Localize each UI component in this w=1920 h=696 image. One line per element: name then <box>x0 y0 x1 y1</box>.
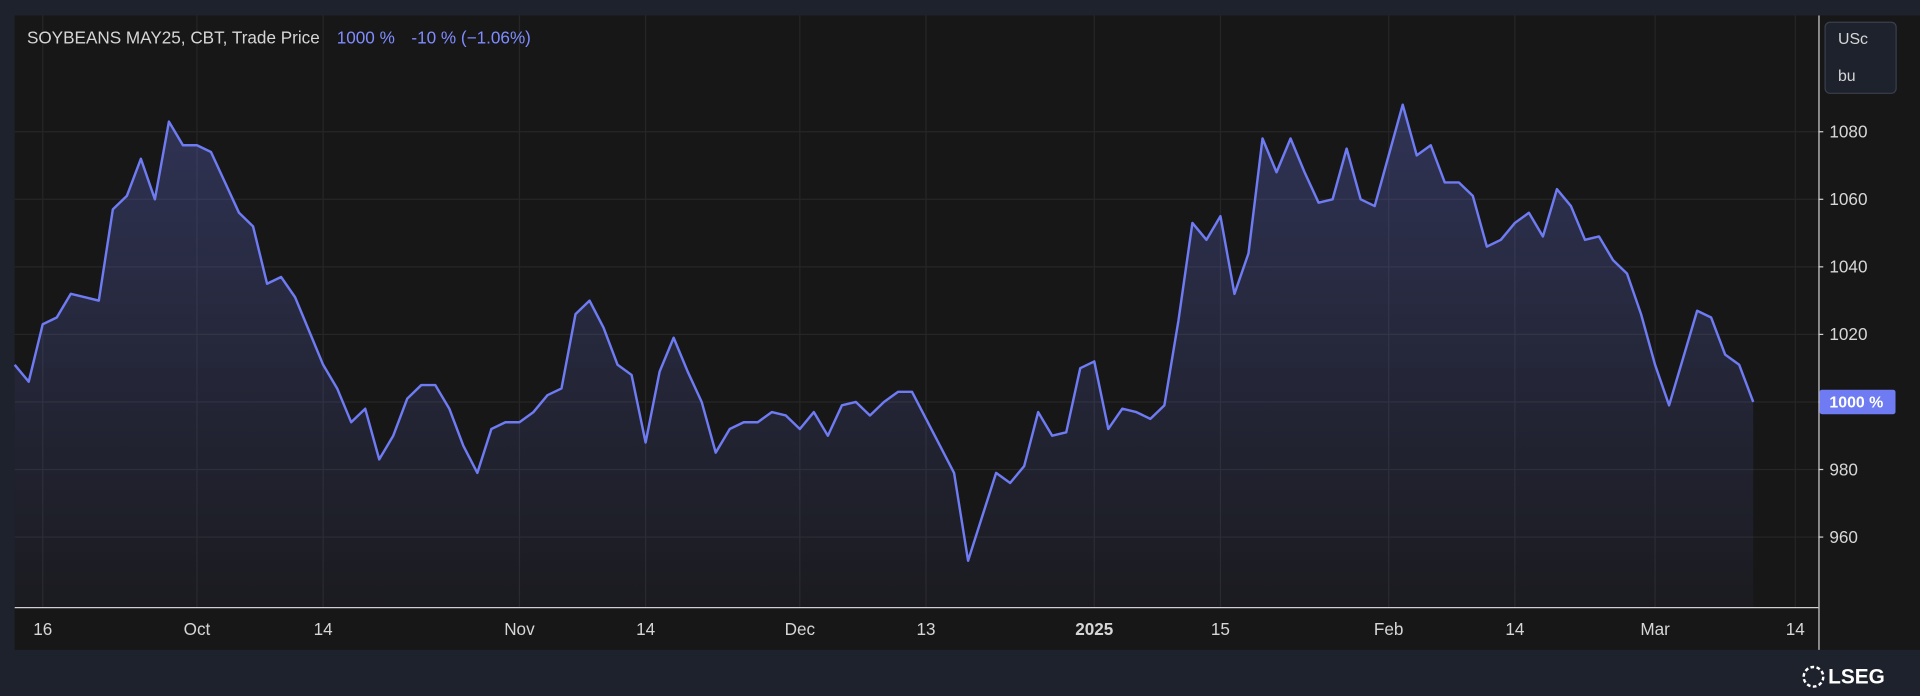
price-line <box>13 103 1755 562</box>
y-tick-label: 1080 <box>1829 121 1867 141</box>
y-tick-label: 1060 <box>1829 189 1867 209</box>
chart-title: SOYBEANS MAY25, CBT, Trade Price <box>27 27 320 47</box>
unit-line: USc <box>1838 31 1868 48</box>
labels: 9609801000102010401060108016Oct14Nov14De… <box>33 121 1896 639</box>
y-tick-label: 980 <box>1829 459 1858 479</box>
x-tick-label: Dec <box>785 619 816 639</box>
x-tick-label: 2025 <box>1075 619 1114 639</box>
change: -10 % (−1.06%) <box>411 27 530 47</box>
price-label-box <box>1819 389 1896 415</box>
logo-icon <box>1802 665 1825 688</box>
price-label: 1000 % <box>1829 394 1883 411</box>
unit-line: bu <box>1838 68 1856 85</box>
x-tick-label: 15 <box>1211 619 1230 639</box>
x-tick-label: 14 <box>1505 619 1525 639</box>
x-axis-area <box>14 606 1819 650</box>
x-tick-label: Mar <box>1640 619 1670 639</box>
area-fill <box>14 104 1754 607</box>
brand-logo: LSEG <box>1802 665 1885 689</box>
y-tick-label: 1040 <box>1829 257 1867 277</box>
last-value: 1000 % <box>337 27 395 47</box>
y-tick-label: 1020 <box>1829 324 1867 344</box>
x-tick-label: 14 <box>636 619 656 639</box>
y-tick-label: 960 <box>1829 527 1858 547</box>
unit-box[interactable] <box>1824 21 1897 94</box>
x-tick-label: 14 <box>1786 619 1806 639</box>
y-axis-area <box>1818 15 1920 650</box>
x-tick-label: 13 <box>916 619 935 639</box>
x-tick-label: 14 <box>314 619 334 639</box>
x-tick-label: Oct <box>184 619 211 639</box>
x-tick-label: Feb <box>1374 619 1404 639</box>
x-tick-label: Nov <box>504 619 535 639</box>
x-tick-label: 16 <box>33 619 52 639</box>
brand: LSEG <box>1828 666 1885 689</box>
marks <box>13 103 1755 607</box>
